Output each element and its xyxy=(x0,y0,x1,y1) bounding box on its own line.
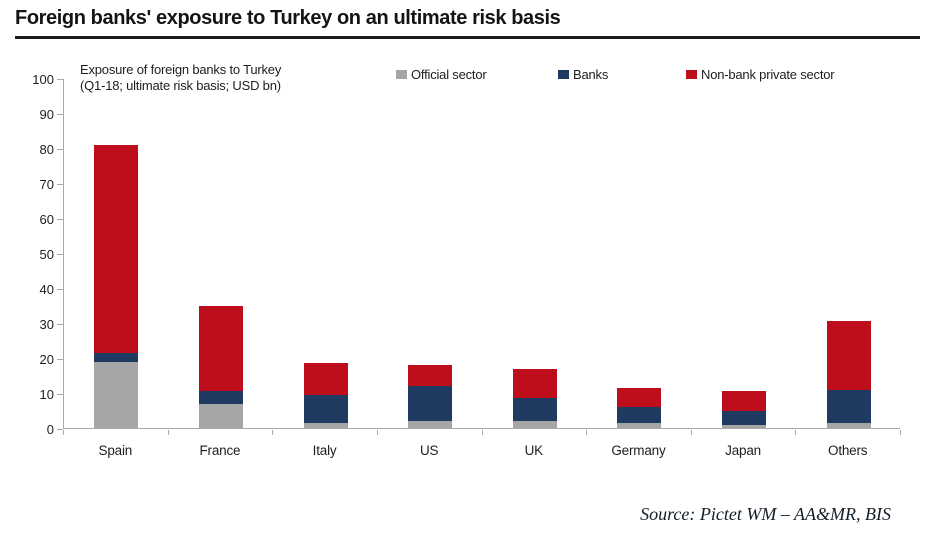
bar-segment-japan-banks xyxy=(722,410,767,425)
bar-others xyxy=(826,321,871,428)
bar-segment-spain-official-sector xyxy=(94,361,139,428)
x-axis-tick-5 xyxy=(586,430,588,435)
x-axis-label-others: Others xyxy=(828,443,868,458)
y-axis-tick-80 xyxy=(57,149,63,150)
y-axis-tick-0 xyxy=(57,429,63,430)
bar-segment-italy-non-bank-private-sector xyxy=(303,363,348,395)
x-axis-label-germany: Germany xyxy=(611,443,666,458)
x-axis-tick-8 xyxy=(900,430,901,435)
bar-segment-japan-non-bank-private-sector xyxy=(722,391,767,411)
x-axis-label-italy: Italy xyxy=(312,443,337,458)
y-axis-tick-30 xyxy=(57,324,63,325)
bar-us xyxy=(408,365,453,428)
y-axis-tick-50 xyxy=(57,254,63,255)
y-axis-label-80: 80 xyxy=(39,141,54,157)
y-axis-label-70: 70 xyxy=(39,176,54,192)
x-axis-label-japan: Japan xyxy=(725,443,761,458)
y-axis-label-10: 10 xyxy=(39,386,54,402)
bar-spain xyxy=(94,144,139,428)
bar-segment-others-banks xyxy=(826,389,871,423)
y-axis-label-50: 50 xyxy=(39,246,54,262)
bar-segment-us-banks xyxy=(408,386,453,421)
bar-segment-others-non-bank-private-sector xyxy=(826,321,871,390)
bar-segment-germany-official-sector xyxy=(617,422,662,428)
bar-segment-germany-banks xyxy=(617,407,662,423)
legend-swatch-non-bank-private-sector xyxy=(686,69,697,79)
legend-item-non-bank-private-sector: Non-bank private sector xyxy=(686,66,835,82)
y-axis-label-40: 40 xyxy=(39,281,54,297)
x-axis-label-us: US xyxy=(420,443,439,458)
bar-segment-italy-official-sector xyxy=(303,422,348,428)
legend-label-official-sector: Official sector xyxy=(411,66,487,82)
y-axis-label-30: 30 xyxy=(39,316,54,332)
legend-item-banks: Banks xyxy=(558,66,608,82)
x-axis-tick-0 xyxy=(63,430,64,435)
x-axis-tick-7 xyxy=(795,430,797,435)
plot-area xyxy=(63,79,900,429)
bar-segment-uk-non-bank-private-sector xyxy=(512,368,557,399)
bar-germany xyxy=(617,387,662,428)
bar-segment-us-official-sector xyxy=(408,421,453,428)
bar-france xyxy=(198,305,243,428)
bar-segment-spain-banks xyxy=(94,352,139,362)
bar-segment-france-banks xyxy=(198,391,243,404)
bar-segment-france-official-sector xyxy=(198,403,243,428)
legend-label-non-bank-private-sector: Non-bank private sector xyxy=(701,66,835,82)
x-axis-label-uk: UK xyxy=(524,443,544,458)
bar-segment-japan-official-sector xyxy=(722,424,767,428)
y-axis-label-0: 0 xyxy=(46,421,54,437)
bar-segment-others-official-sector xyxy=(826,422,871,428)
y-axis-tick-100 xyxy=(57,79,63,80)
legend-swatch-banks xyxy=(558,69,569,79)
bar-italy xyxy=(303,363,348,428)
y-axis-tick-10 xyxy=(57,394,63,395)
bar-segment-uk-official-sector xyxy=(512,421,557,428)
bar-uk xyxy=(512,368,557,428)
y-axis-tick-20 xyxy=(57,359,63,360)
y-axis-label-90: 90 xyxy=(39,106,54,122)
legend-swatch-official-sector xyxy=(396,69,407,79)
y-axis-label-20: 20 xyxy=(39,351,54,367)
bar-japan xyxy=(722,391,767,428)
y-axis-tick-90 xyxy=(57,114,63,115)
bar-segment-spain-non-bank-private-sector xyxy=(94,144,139,353)
source-note: Source: Pictet WM – AA&MR, BIS xyxy=(640,504,891,524)
x-axis-tick-4 xyxy=(481,430,483,435)
legend-label-banks: Banks xyxy=(573,66,609,82)
title-rule xyxy=(15,36,920,39)
y-axis-tick-40 xyxy=(57,289,63,290)
legend-item-official-sector: Official sector xyxy=(396,66,487,82)
bar-segment-uk-banks xyxy=(512,398,557,421)
bar-segment-france-non-bank-private-sector xyxy=(198,305,243,392)
y-axis-tick-60 xyxy=(57,219,63,220)
x-axis-tick-6 xyxy=(690,430,692,435)
bar-segment-italy-banks xyxy=(303,394,348,423)
bar-segment-us-non-bank-private-sector xyxy=(408,365,453,386)
bar-segment-germany-non-bank-private-sector xyxy=(617,387,662,407)
x-axis-label-spain: Spain xyxy=(98,443,133,458)
y-axis-label-100: 100 xyxy=(32,71,54,87)
y-axis-tick-70 xyxy=(57,184,63,185)
x-axis-tick-2 xyxy=(272,430,274,435)
x-axis-tick-1 xyxy=(167,430,169,435)
chart-subtitle-line2: (Q1-18; ultimate risk basis; USD bn) xyxy=(80,78,281,93)
y-axis-label-60: 60 xyxy=(39,211,54,227)
page-title: Foreign banks' exposure to Turkey on an … xyxy=(15,7,561,29)
legend: Official sector Banks Non-bank private sec… xyxy=(0,66,933,86)
x-axis-label-france: France xyxy=(199,443,241,458)
chart-subtitle-line1: Exposure of foreign banks to Turkey xyxy=(80,62,282,77)
chart-subtitle: Exposure of foreign banks to Turkey (Q1-… xyxy=(80,62,281,94)
x-axis-tick-3 xyxy=(376,430,378,435)
